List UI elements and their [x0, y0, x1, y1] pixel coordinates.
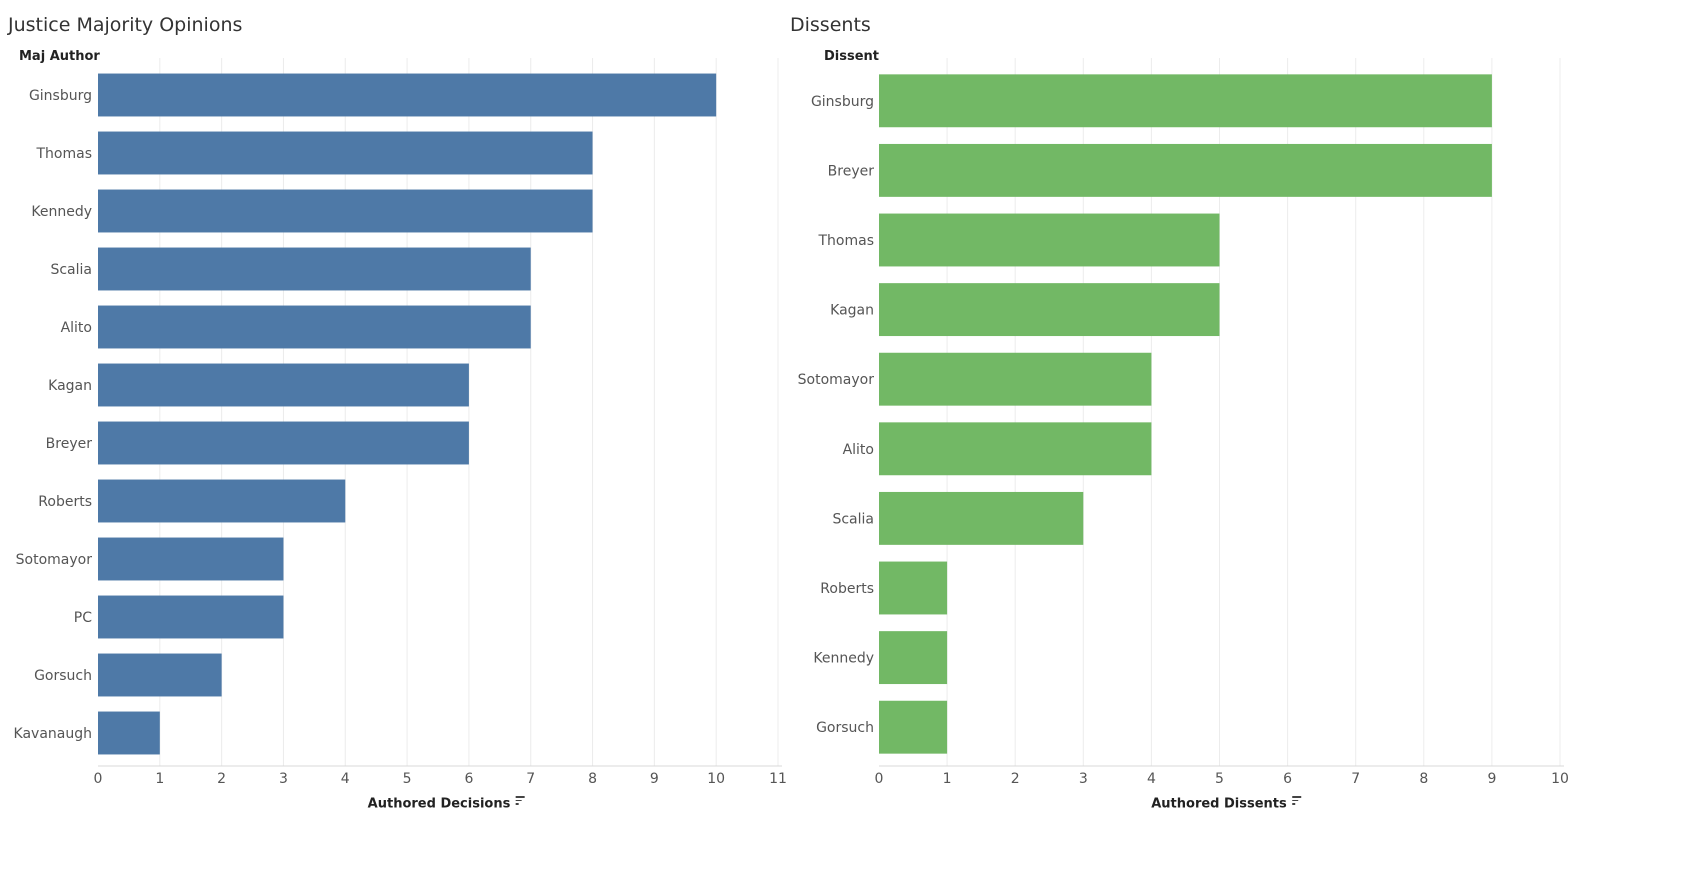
x-tick-label: 7: [1351, 771, 1360, 787]
x-tick-label: 0: [94, 771, 103, 787]
x-tick-label: 11: [769, 771, 787, 787]
category-label[interactable]: Alito: [61, 320, 92, 336]
category-label[interactable]: Kagan: [48, 378, 92, 394]
category-label[interactable]: Gorsuch: [816, 720, 874, 736]
dissents-chart-title: Dissents: [790, 14, 871, 36]
x-tick-label: 6: [1283, 771, 1292, 787]
bar-kagan[interactable]: [98, 363, 469, 407]
category-label[interactable]: Roberts: [820, 581, 874, 597]
majority-x-axis-title[interactable]: Authored Decisions: [368, 796, 525, 812]
category-label[interactable]: Thomas: [35, 146, 92, 162]
x-tick-label: 5: [403, 771, 412, 787]
x-tick-label: 3: [279, 771, 288, 787]
majority-x-axis-label: Authored Decisions: [367, 796, 511, 812]
x-tick-label: 4: [1147, 771, 1156, 787]
x-tick-label: 7: [526, 771, 535, 787]
x-tick-label: 3: [1079, 771, 1088, 787]
sort-descending-icon[interactable]: [515, 796, 525, 807]
bar-sotomayor[interactable]: [98, 537, 284, 581]
majority-chart-title: Justice Majority Opinions: [8, 14, 243, 36]
x-tick-label: 6: [464, 771, 473, 787]
x-tick-label: 2: [217, 771, 226, 787]
x-tick-label: 2: [1011, 771, 1020, 787]
bar-pc[interactable]: [98, 595, 284, 639]
bar-kennedy[interactable]: [879, 631, 948, 685]
category-label[interactable]: Ginsburg: [29, 88, 92, 104]
category-label[interactable]: PC: [74, 610, 92, 626]
bar-gorsuch[interactable]: [98, 653, 222, 697]
bar-alito[interactable]: [879, 422, 1152, 476]
category-label[interactable]: Sotomayor: [16, 552, 93, 568]
maj-author-header[interactable]: Maj Author: [19, 49, 100, 64]
dissents-bar-chart: Ginsburg Breyer Thomas Kagan Sotomayor Alito S…: [798, 58, 1569, 787]
x-tick-label: 0: [875, 771, 884, 787]
bar-sotomayor[interactable]: [879, 352, 1152, 406]
majority-opinions-panel: Justice Majority Opinions Maj Author Gin…: [0, 0, 790, 891]
bar-roberts[interactable]: [98, 479, 346, 523]
bar-thomas[interactable]: [879, 213, 1220, 267]
x-tick-label: 10: [1551, 771, 1569, 787]
dissents-x-axis-title[interactable]: Authored Dissents: [1151, 796, 1301, 812]
x-tick-label: 8: [1419, 771, 1428, 787]
category-label[interactable]: Breyer: [46, 436, 93, 452]
x-tick-label: 1: [155, 771, 164, 787]
bar-kavanaugh[interactable]: [98, 711, 160, 755]
bar-breyer[interactable]: [98, 421, 469, 465]
category-label[interactable]: Roberts: [38, 494, 92, 510]
bar-scalia[interactable]: [879, 491, 1084, 545]
category-label[interactable]: Kagan: [830, 303, 874, 319]
category-label[interactable]: Kavanaugh: [14, 726, 92, 742]
dissents-panel: Dissents Dissent Ginsburg Breyer Thomas Kag…: [790, 0, 1699, 891]
x-tick-label: 5: [1215, 771, 1224, 787]
category-label[interactable]: Breyer: [828, 163, 875, 179]
category-label[interactable]: Scalia: [50, 262, 92, 278]
category-label[interactable]: Alito: [843, 442, 874, 458]
bar-ginsburg[interactable]: [879, 74, 1492, 128]
bar-gorsuch[interactable]: [879, 700, 948, 754]
category-label[interactable]: Sotomayor: [798, 372, 875, 388]
dissents-x-axis-label: Authored Dissents: [1151, 796, 1287, 812]
category-label[interactable]: Scalia: [832, 511, 874, 527]
bar-roberts[interactable]: [879, 561, 948, 615]
x-tick-label: 9: [650, 771, 659, 787]
x-tick-label: 4: [341, 771, 350, 787]
category-label[interactable]: Thomas: [817, 233, 874, 249]
category-label[interactable]: Kennedy: [813, 651, 874, 667]
category-label[interactable]: Ginsburg: [811, 94, 874, 110]
x-tick-label: 1: [943, 771, 952, 787]
bar-scalia[interactable]: [98, 247, 531, 291]
x-tick-label: 10: [707, 771, 725, 787]
bar-kagan[interactable]: [879, 283, 1220, 337]
category-label[interactable]: Kennedy: [31, 204, 92, 220]
bar-ginsburg[interactable]: [98, 73, 717, 117]
x-tick-label: 8: [588, 771, 597, 787]
bar-thomas[interactable]: [98, 131, 593, 175]
bar-breyer[interactable]: [879, 143, 1492, 197]
bar-kennedy[interactable]: [98, 189, 593, 233]
majority-bar-chart: Ginsburg Thomas Kennedy Scalia Alito Kagan Bre…: [14, 58, 787, 787]
x-tick-label: 9: [1487, 771, 1496, 787]
bar-alito[interactable]: [98, 305, 531, 349]
dissent-header[interactable]: Dissent: [824, 49, 880, 64]
category-label[interactable]: Gorsuch: [34, 668, 92, 684]
sort-descending-icon[interactable]: [1291, 796, 1301, 807]
